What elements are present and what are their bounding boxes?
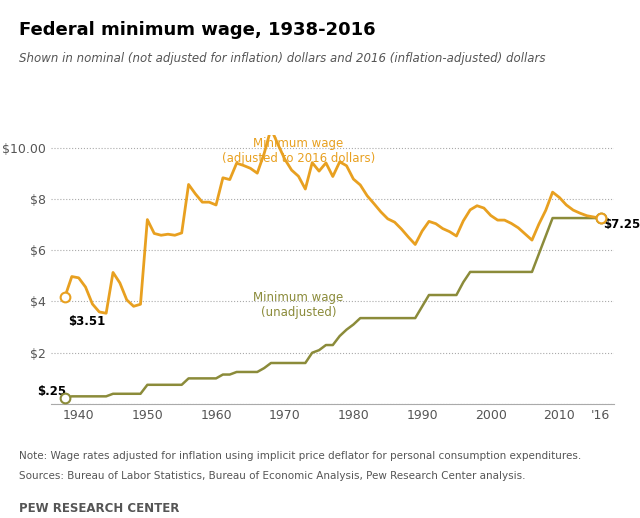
Text: Minimum wage
(adjusted to 2016 dollars): Minimum wage (adjusted to 2016 dollars) <box>222 137 375 165</box>
Text: PEW RESEARCH CENTER: PEW RESEARCH CENTER <box>19 502 180 515</box>
Text: Minimum wage
(unadjusted): Minimum wage (unadjusted) <box>253 292 344 320</box>
Text: $.25: $.25 <box>38 385 67 398</box>
Text: Note: Wage rates adjusted for inflation using implicit price deflator for person: Note: Wage rates adjusted for inflation … <box>19 451 582 461</box>
Text: Sources: Bureau of Labor Statistics, Bureau of Economic Analysis, Pew Research C: Sources: Bureau of Labor Statistics, Bur… <box>19 471 525 481</box>
Text: Federal minimum wage, 1938-2016: Federal minimum wage, 1938-2016 <box>19 21 376 39</box>
Text: Shown in nominal (not adjusted for inflation) dollars and 2016 (inflation-adjust: Shown in nominal (not adjusted for infla… <box>19 52 546 65</box>
Text: $3.51: $3.51 <box>68 314 106 327</box>
Text: $7.25: $7.25 <box>603 218 640 232</box>
